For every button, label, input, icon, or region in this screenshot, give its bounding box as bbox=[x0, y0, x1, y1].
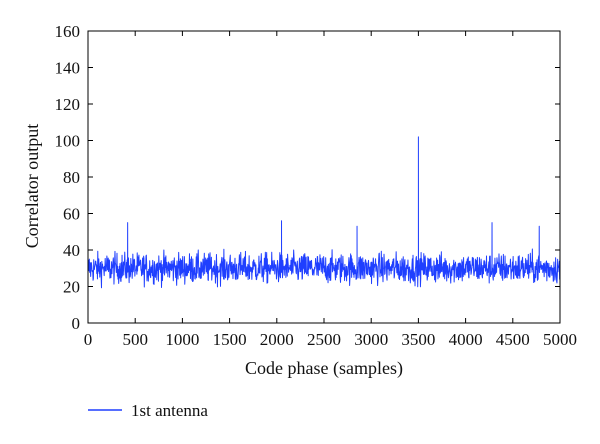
legend-label-1st-antenna: 1st antenna bbox=[131, 401, 208, 420]
y-axis-label: Correlator output bbox=[22, 124, 42, 248]
x-tick-label: 3000 bbox=[354, 330, 388, 349]
x-tick-label: 2000 bbox=[260, 330, 294, 349]
y-tick-label: 40 bbox=[63, 241, 80, 260]
x-tick-label: 2500 bbox=[307, 330, 341, 349]
y-tick-label: 140 bbox=[55, 59, 81, 78]
x-tick-label: 1500 bbox=[213, 330, 247, 349]
y-axis: 0 20 40 60 80 100 120 140 160 bbox=[55, 22, 560, 333]
y-tick-label: 60 bbox=[63, 205, 80, 224]
x-axis-label: Code phase (samples) bbox=[245, 358, 403, 379]
x-tick-label: 4000 bbox=[449, 330, 483, 349]
series-line-1st-antenna bbox=[87, 136, 561, 289]
legend: 1st antenna bbox=[88, 401, 208, 420]
x-axis: 0 500 1000 1500 2000 2500 3000 3500 4000 4500 5000 bbox=[84, 31, 577, 349]
y-tick-label: 20 bbox=[63, 278, 80, 297]
plot-area bbox=[87, 30, 561, 324]
x-tick-label: 500 bbox=[122, 330, 148, 349]
y-tick-label: 0 bbox=[72, 314, 81, 333]
x-tick-label: 1000 bbox=[165, 330, 199, 349]
y-tick-label: 100 bbox=[55, 132, 81, 151]
y-tick-label: 80 bbox=[63, 168, 80, 187]
x-tick-label: 4500 bbox=[496, 330, 530, 349]
y-tick-label: 160 bbox=[55, 22, 81, 41]
x-tick-label: 0 bbox=[84, 330, 93, 349]
y-tick-label: 120 bbox=[55, 95, 81, 114]
x-tick-label: 3500 bbox=[401, 330, 435, 349]
x-tick-label: 5000 bbox=[543, 330, 577, 349]
